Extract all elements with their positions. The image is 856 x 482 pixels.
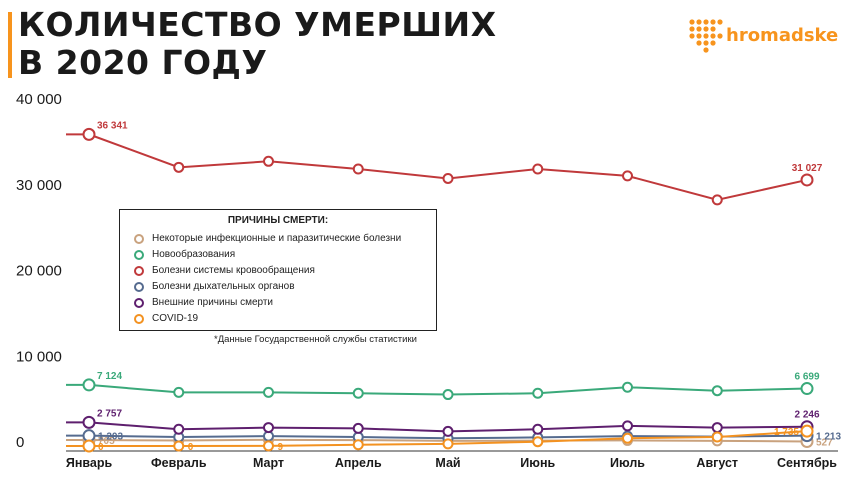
data-label: 2 246 [794, 410, 819, 421]
y-tick-label: 0 [16, 434, 24, 451]
data-label: 1 735 [774, 427, 799, 438]
data-point [442, 389, 454, 401]
data-label: 0 [188, 442, 194, 453]
data-point [800, 382, 814, 396]
data-point [173, 161, 185, 173]
y-tick-label: 10 000 [16, 348, 62, 365]
legend-label: Внешние причины смерти [152, 297, 274, 308]
data-point [532, 387, 544, 399]
data-point [442, 425, 454, 437]
data-label: 705 [98, 436, 115, 447]
data-point [711, 422, 723, 434]
data-point [622, 381, 633, 393]
title-line-1: КОЛИЧЕСТВО УМЕРШИХ [18, 5, 497, 44]
data-point [352, 422, 364, 434]
legend-label: Некоторые инфекционные и паразитические … [152, 233, 402, 244]
data-point [800, 424, 814, 438]
x-tick-label: Май [435, 456, 460, 470]
data-point [82, 415, 96, 429]
data-point [442, 438, 454, 450]
brand-name: hromadske [726, 25, 839, 46]
page-title: КОЛИЧЕСТВО УМЕРШИХ В 2020 ГОДУ [18, 6, 497, 82]
title-accent-bar [8, 12, 12, 78]
legend-title: ПРИЧИНЫ СМЕРТИ: [227, 215, 329, 226]
data-point [711, 385, 723, 397]
data-point [442, 172, 454, 184]
x-tick-label: Сентябрь [777, 456, 837, 470]
x-tick-label: Июль [610, 456, 645, 470]
hromadske-dots-icon [689, 19, 723, 53]
y-tick-label: 20 000 [16, 263, 62, 280]
data-point [800, 173, 814, 187]
data-label: 527 [816, 437, 833, 448]
data-label: 2 757 [97, 408, 122, 419]
data-point [263, 422, 274, 434]
data-point [352, 387, 364, 399]
x-tick-label: Март [253, 456, 284, 470]
data-point [263, 386, 274, 398]
data-point [532, 163, 544, 175]
legend-swatch-circulatory [134, 266, 144, 276]
data-point [352, 163, 364, 175]
legend-swatch-respiratory [134, 282, 144, 292]
data-point [173, 440, 185, 452]
data-label: 0 [98, 442, 104, 453]
x-tick-label: Январь [66, 456, 113, 470]
legend-label: Новообразования [152, 249, 236, 260]
data-point [82, 378, 96, 392]
legend-label: Болезни системы кровообращения [152, 265, 315, 276]
legend-label: Болезни дыхательных органов [152, 281, 295, 292]
data-label: 1 203 [98, 432, 123, 443]
data-point [352, 439, 364, 451]
legend-swatch-neoplasms [134, 250, 144, 260]
data-label: 6 699 [794, 372, 819, 383]
data-label: 7 124 [97, 371, 122, 382]
data-point [82, 127, 96, 141]
x-tick-label: Июнь [520, 456, 555, 470]
legend-label: COVID-19 [152, 313, 199, 324]
data-point [82, 439, 96, 453]
data-point [173, 386, 185, 398]
chart-legend: ПРИЧИНЫ СМЕРТИ: Некоторые инфекционные и… [119, 209, 437, 331]
data-point [711, 194, 723, 206]
y-tick-label: 40 000 [16, 91, 62, 108]
data-point [622, 170, 633, 182]
data-point [263, 155, 274, 167]
data-point [263, 440, 274, 452]
y-tick-label: 30 000 [16, 177, 62, 194]
data-label: 1 213 [816, 432, 841, 443]
data-source-footnote: *Данные Государственной службы статистик… [214, 334, 417, 345]
data-point [532, 436, 544, 448]
x-tick-label: Август [696, 456, 738, 470]
legend-swatch-infectious [134, 234, 144, 244]
x-tick-label: Апрель [335, 456, 382, 470]
legend-swatch-covid [134, 314, 144, 324]
data-point [711, 431, 723, 443]
data-label: 9 [278, 442, 284, 453]
data-label: 36 341 [97, 120, 128, 131]
data-point [173, 423, 185, 435]
data-label: 31 027 [792, 163, 823, 174]
legend-swatch-external [134, 298, 144, 308]
data-point [622, 420, 633, 432]
x-tick-label: Февраль [151, 456, 207, 470]
data-point [622, 432, 633, 444]
title-line-2: В 2020 ГОДУ [18, 43, 268, 82]
data-point [532, 423, 544, 435]
series-line [88, 133, 808, 201]
